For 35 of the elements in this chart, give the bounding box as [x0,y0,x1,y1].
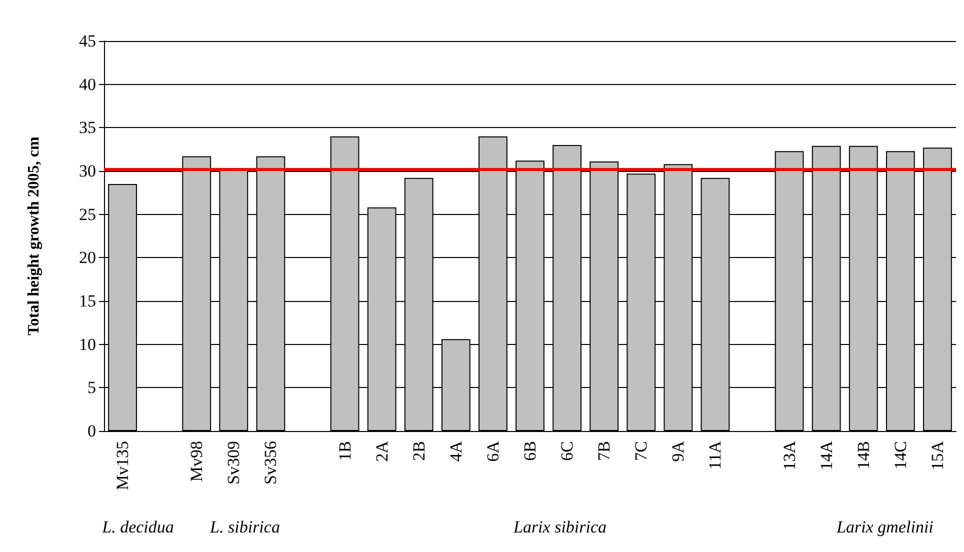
y-tick-label: 20 [79,248,96,268]
x-tick-label: 14C [890,441,910,470]
x-tick-label: 2B [409,441,428,461]
x-tick-label: 9A [668,440,688,462]
y-tick-label: 0 [88,422,96,440]
x-tick-label: 14B [854,441,873,470]
y-tick-label: 5 [88,378,96,398]
y-tick-label: 40 [79,74,96,94]
y-tick-label: 35 [79,118,96,138]
x-tick-label: 6C [558,441,577,461]
x-tick-label: 14A [816,440,836,470]
x-tick-label: 15A [928,440,947,470]
x-tick-label: Sv356 [261,441,280,484]
y-tick-label: 30 [79,162,96,180]
x-tick-label: Mv98 [187,441,206,482]
x-tick-label: 6B [520,441,540,461]
x-tick-label: 7C [632,441,651,461]
x-tick-label: 7B [594,441,614,461]
x-tick-label: 4A [446,440,466,462]
text: Larix sibirica [512,518,607,536]
y-tick-label: 10 [79,334,96,354]
x-tick-label: Mv135 [113,441,132,490]
y-tick-label: 45 [79,32,96,50]
text: L. sibirica [209,518,280,536]
text: L. decidua [101,518,174,536]
x-tick-label: 13A [780,440,799,470]
text: Larix gmelinii [836,518,934,536]
x-tick-label: 2A [372,440,392,462]
x-tick-label: 1B [335,441,354,461]
x-tick-label: 11A [706,440,725,470]
x-tick-label: 6A [483,440,502,462]
y-tick-label: 25 [79,204,96,224]
y-axis-title: Total height growth 2005, cm [26,136,42,336]
y-tick-label: 15 [79,292,96,310]
x-tick-label: Sv309 [224,441,244,484]
